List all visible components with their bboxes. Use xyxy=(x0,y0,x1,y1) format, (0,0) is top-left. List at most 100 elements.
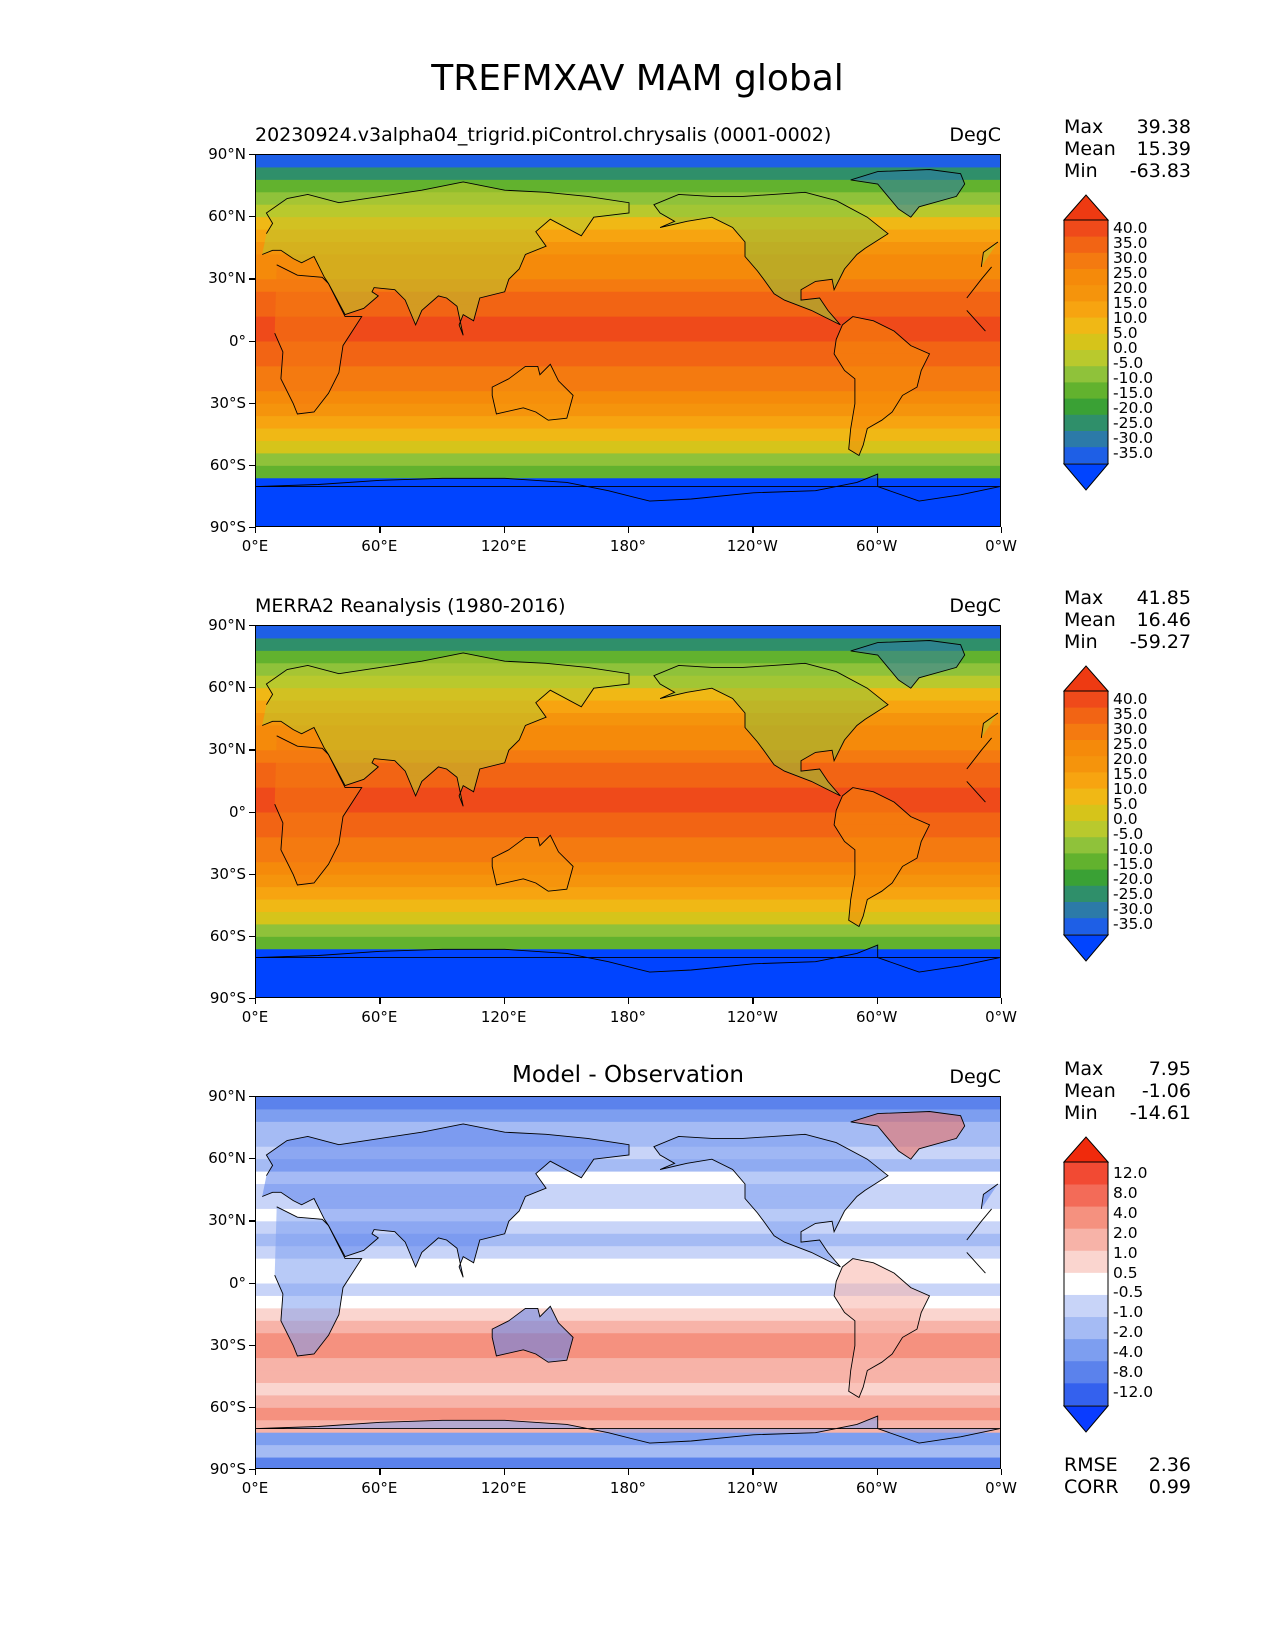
stat-row: Mean 15.39 xyxy=(1064,138,1191,160)
field-band xyxy=(256,800,1000,814)
colorbar-segment xyxy=(1064,446,1108,464)
tick-mark xyxy=(249,998,255,1000)
units-label: DegC xyxy=(949,595,1001,617)
colorbar-tick-label: -15.0 xyxy=(1113,384,1154,403)
lat-tick-label: 60°N xyxy=(208,1149,246,1168)
colorbar-top-extension xyxy=(1063,665,1109,692)
lat-tick-label: 30°S xyxy=(209,1335,246,1354)
tick-mark xyxy=(379,998,381,1004)
colorbar-tick-label: 20.0 xyxy=(1113,278,1148,297)
metric-name: CORR xyxy=(1064,1476,1119,1498)
colorbar-tick-label: 40.0 xyxy=(1113,689,1148,708)
lon-tick-label: 120°W xyxy=(726,1479,778,1497)
lon-tick-label: 60°E xyxy=(361,1008,398,1026)
field-band xyxy=(256,1258,1000,1272)
stat-row: Min -14.61 xyxy=(1064,1102,1191,1124)
colorbar-tick-label: 5.0 xyxy=(1113,323,1138,342)
units-label: DegC xyxy=(949,124,1001,146)
figure-title: TREFMXAV MAM global xyxy=(431,58,844,99)
field-band xyxy=(256,1097,1000,1111)
tick-mark xyxy=(379,1469,381,1475)
tick-mark xyxy=(249,935,255,938)
tick-mark xyxy=(249,1158,255,1160)
map-canvas xyxy=(256,626,1000,997)
colorbar-segment xyxy=(1064,1338,1108,1362)
field-band xyxy=(256,378,1000,392)
field-band xyxy=(256,1295,1000,1309)
lat-tick-label: 90°S xyxy=(209,1460,246,1478)
colorbar-segment xyxy=(1064,901,1108,919)
field-band xyxy=(256,304,1000,318)
map-panel xyxy=(255,154,1001,527)
coastline-africa xyxy=(274,735,992,886)
colorbar-segment xyxy=(1064,252,1108,269)
metric-row: RMSE 2.36 xyxy=(1064,1454,1191,1476)
tick-mark xyxy=(249,1406,255,1409)
field-band xyxy=(256,936,1000,950)
colorbar-segment xyxy=(1064,236,1108,253)
field-band xyxy=(256,974,1000,988)
tick-mark xyxy=(249,216,255,218)
colorbar-tick-label: 35.0 xyxy=(1113,704,1148,723)
coastline-antarctica xyxy=(256,1415,1000,1444)
field-band xyxy=(256,812,1000,826)
lon-tick-label: 60°W xyxy=(855,1008,898,1026)
field-band xyxy=(256,1382,1000,1396)
field-band xyxy=(256,1457,1000,1468)
lon-tick-label: 0°E xyxy=(241,1479,269,1497)
colorbar-segment xyxy=(1064,382,1108,399)
lon-tick-label: 180° xyxy=(609,1479,647,1497)
coastline-australia xyxy=(491,363,574,421)
tick-mark xyxy=(249,1096,255,1098)
colorbar-segment xyxy=(1064,820,1108,838)
tick-mark xyxy=(249,687,255,689)
colorbar xyxy=(1063,665,1109,962)
lon-tick-label: 0°W xyxy=(985,537,1017,555)
colorbar-segment xyxy=(1064,755,1108,773)
lon-tick-label: 0°W xyxy=(985,1479,1017,1497)
lon-tick-label: 120°W xyxy=(726,537,778,555)
colorbar-segment xyxy=(1064,220,1108,237)
coastline-africa xyxy=(274,1206,992,1357)
lon-tick-label: 60°W xyxy=(855,537,898,555)
colorbar-segment xyxy=(1064,1162,1108,1185)
colorbar-tick-label: 30.0 xyxy=(1113,248,1148,267)
coastline-antarctica xyxy=(256,944,1000,973)
tick-mark xyxy=(876,1469,878,1475)
tick-mark xyxy=(503,527,505,533)
colorbar-tick-label: 10.0 xyxy=(1113,308,1148,327)
tick-mark xyxy=(249,464,255,467)
coastline-namerica xyxy=(653,191,889,326)
field-band xyxy=(256,1109,1000,1123)
field-band xyxy=(256,1333,1000,1347)
colorbar-tick-label: 1.0 xyxy=(1113,1243,1138,1262)
colorbar-segment xyxy=(1064,788,1108,805)
colorbar-bottom-extension xyxy=(1063,463,1109,491)
colorbar-tick-label: -25.0 xyxy=(1113,414,1154,433)
metric-row: CORR 0.99 xyxy=(1064,1476,1191,1498)
panel-title: 20230924.v3alpha04_trigrid.piControl.chr… xyxy=(255,124,832,146)
colorbar-tick-label: -2.0 xyxy=(1113,1323,1144,1342)
colorbar-segment xyxy=(1064,1272,1108,1295)
colorbar-segment xyxy=(1064,268,1108,286)
panel-title: Model - Observation xyxy=(511,1062,745,1088)
colorbar-segment xyxy=(1064,1250,1108,1273)
colorbar-bottom-extension xyxy=(1063,934,1109,962)
lat-tick-label: 90°N xyxy=(208,145,246,163)
colorbar xyxy=(1063,194,1109,491)
field-band xyxy=(256,440,1000,454)
map-canvas xyxy=(256,155,1000,526)
colorbar-segment xyxy=(1064,317,1108,334)
field-band xyxy=(256,403,1000,417)
tick-mark xyxy=(628,1469,630,1475)
map-panel xyxy=(255,1096,1001,1469)
colorbar-segment xyxy=(1064,1228,1108,1251)
field-band xyxy=(256,961,1000,975)
map-canvas xyxy=(256,1097,1000,1468)
metric-value: 0.99 xyxy=(1148,1476,1191,1498)
lat-tick-label: 0° xyxy=(228,1273,246,1292)
field-band xyxy=(256,1320,1000,1334)
tick-mark xyxy=(249,1220,255,1222)
coastline-australia xyxy=(491,1305,574,1363)
coastline-australia xyxy=(491,834,574,892)
